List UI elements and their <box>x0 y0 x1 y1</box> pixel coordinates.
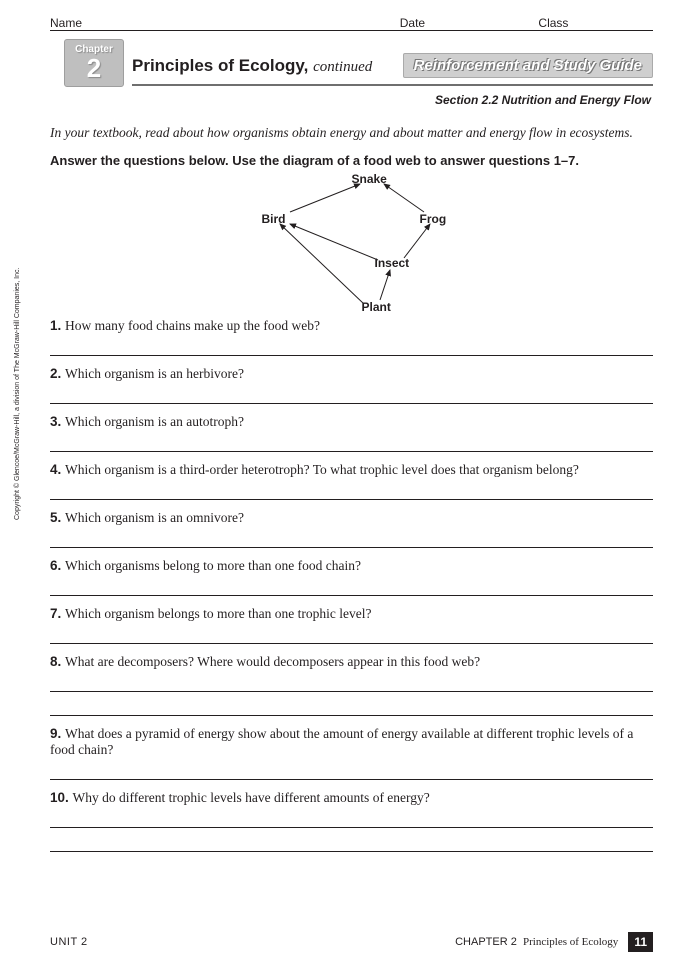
answer-line[interactable] <box>50 482 653 500</box>
page-title: Principles of Ecology, continued <box>132 56 372 76</box>
question-6: 6. Which organisms belong to more than o… <box>50 558 653 596</box>
header-labels: Name Date Class <box>50 16 653 30</box>
answer-line[interactable] <box>50 578 653 596</box>
question-text: Which organism is a third-order heterotr… <box>65 462 579 477</box>
food-web-arrows <box>202 172 502 312</box>
chapter-box: Chapter 2 <box>64 39 124 87</box>
foodweb-node-frog: Frog <box>420 212 447 226</box>
page-footer: UNIT 2 CHAPTER 2 Principles of Ecology 1… <box>50 932 653 952</box>
chapter-banner: Chapter 2 Principles of Ecology, continu… <box>64 39 653 87</box>
instructions: Answer the questions below. Use the diag… <box>50 153 653 168</box>
question-5: 5. Which organism is an omnivore? <box>50 510 653 548</box>
answer-line[interactable] <box>50 674 653 692</box>
foodweb-node-insect: Insect <box>375 256 410 270</box>
question-text: What does a pyramid of energy show about… <box>50 726 633 757</box>
question-text: Why do different trophic levels have dif… <box>73 790 430 805</box>
copyright-vertical: Copyright © Glencoe/McGraw-Hill, a divis… <box>14 140 21 520</box>
question-number: 3. <box>50 414 65 429</box>
question-10: 10. Why do different trophic levels have… <box>50 790 653 852</box>
question-number: 1. <box>50 318 65 333</box>
answer-line[interactable] <box>50 626 653 644</box>
answer-line[interactable] <box>50 338 653 356</box>
answer-line[interactable] <box>50 698 653 716</box>
answer-line[interactable] <box>50 386 653 404</box>
title-continued: continued <box>313 59 372 75</box>
rsg-badge: Reinforcement and Study Guide <box>403 53 653 78</box>
section-subtitle: Section 2.2 Nutrition and Energy Flow <box>50 93 651 107</box>
label-class: Class <box>538 16 653 30</box>
question-number: 10. <box>50 790 73 805</box>
intro-text: In your textbook, read about how organis… <box>50 125 653 141</box>
header-rule: Name Date Class <box>50 16 653 31</box>
answer-line[interactable] <box>50 762 653 780</box>
edge-bird-snake <box>290 184 360 212</box>
question-number: 2. <box>50 366 65 381</box>
question-text: Which organism belongs to more than one … <box>65 606 371 621</box>
page-number: 11 <box>628 932 653 952</box>
title-main: Principles of Ecology, <box>132 56 308 75</box>
question-number: 5. <box>50 510 65 525</box>
question-text: Which organism is an omnivore? <box>65 510 244 525</box>
question-list: 1. How many food chains make up the food… <box>50 318 653 852</box>
question-2: 2. Which organism is an herbivore? <box>50 366 653 404</box>
question-3: 3. Which organism is an autotroph? <box>50 414 653 452</box>
question-number: 4. <box>50 462 65 477</box>
food-web-diagram: Snake Bird Frog Insect Plant <box>202 172 502 312</box>
label-name: Name <box>50 16 400 30</box>
question-1: 1. How many food chains make up the food… <box>50 318 653 356</box>
edge-plant-insect <box>380 270 390 300</box>
question-number: 6. <box>50 558 65 573</box>
foodweb-node-snake: Snake <box>352 172 387 186</box>
question-7: 7. Which organism belongs to more than o… <box>50 606 653 644</box>
question-4: 4. Which organism is a third-order heter… <box>50 462 653 500</box>
title-bar: Principles of Ecology, continued Reinfor… <box>132 53 653 86</box>
edge-plant-bird <box>280 224 364 304</box>
answer-line[interactable] <box>50 530 653 548</box>
answer-line[interactable] <box>50 834 653 852</box>
question-text: What are decomposers? Where would decomp… <box>65 654 480 669</box>
edge-insect-frog <box>404 224 430 258</box>
question-number: 7. <box>50 606 65 621</box>
footer-chapter-title: Principles of Ecology <box>523 936 618 948</box>
question-text: Which organism is an herbivore? <box>65 366 244 381</box>
edge-insect-bird <box>290 224 378 260</box>
chapter-number: 2 <box>65 55 123 81</box>
foodweb-node-plant: Plant <box>362 300 391 314</box>
label-date: Date <box>400 16 539 30</box>
footer-chapter: CHAPTER 2 Principles of Ecology <box>455 936 618 948</box>
answer-line[interactable] <box>50 434 653 452</box>
question-text: Which organism is an autotroph? <box>65 414 244 429</box>
footer-chapter-num: CHAPTER 2 <box>455 936 517 948</box>
question-9: 9. What does a pyramid of energy show ab… <box>50 726 653 780</box>
footer-unit: UNIT 2 <box>50 936 88 948</box>
question-8: 8. What are decomposers? Where would dec… <box>50 654 653 716</box>
question-text: Which organisms belong to more than one … <box>65 558 361 573</box>
foodweb-node-bird: Bird <box>262 212 286 226</box>
question-number: 9. <box>50 726 65 741</box>
question-number: 8. <box>50 654 65 669</box>
question-text: How many food chains make up the food we… <box>65 318 320 333</box>
edge-frog-snake <box>384 184 424 212</box>
answer-line[interactable] <box>50 810 653 828</box>
